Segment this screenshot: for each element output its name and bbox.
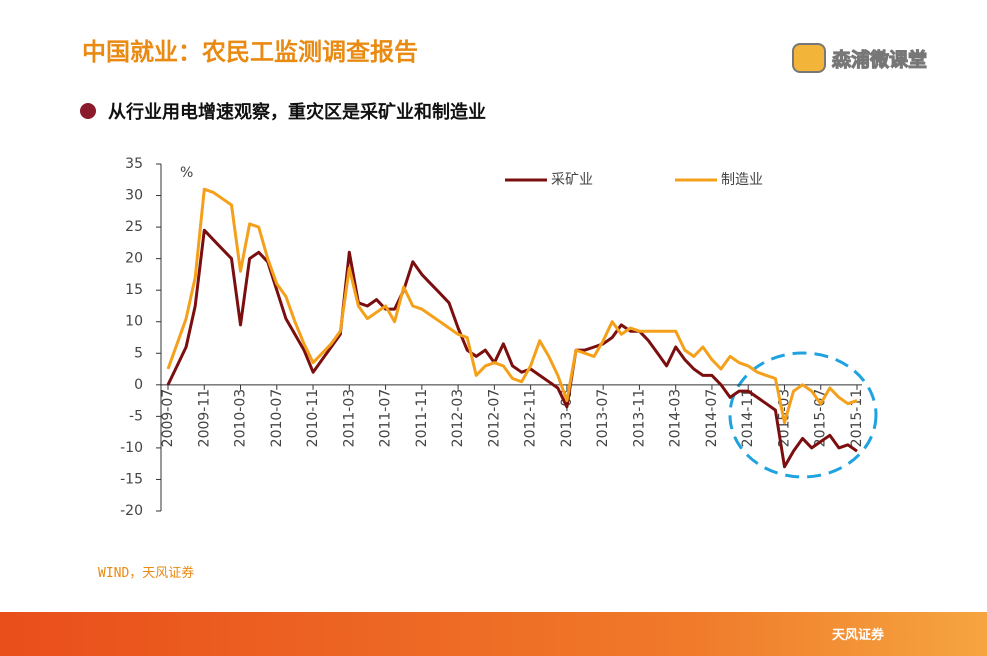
chart: -20 -15 -10 -5 0 5 10 15 20 25 30 35% 2009-07 2009-11… xyxy=(120,156,878,519)
x-tick-label: 2012-11 xyxy=(523,389,539,448)
highlight-ellipse xyxy=(728,351,878,479)
x-tick-label: 2015-11 xyxy=(849,389,865,448)
y-tick-label: -10 xyxy=(120,440,143,456)
logo: 森浦微课堂 xyxy=(792,43,928,73)
legend-label: 制造业 xyxy=(721,172,763,188)
y-tick-label: -20 xyxy=(120,503,143,519)
y-tick-label: 0 xyxy=(134,377,143,393)
y-tick-label: -5 xyxy=(129,408,143,424)
x-tick-label: 2014-07 xyxy=(704,389,720,448)
x-tick-label: 2013-03 xyxy=(559,389,575,448)
series-line xyxy=(166,228,858,469)
y-tick-label: 35 xyxy=(125,156,143,172)
y-unit: % xyxy=(180,165,193,181)
slide-title: 中国就业：农民工监测调查报告 xyxy=(82,37,418,66)
bullet-text: 从行业用电增速观察，重灾区是采矿业和制造业 xyxy=(108,102,486,123)
x-tick-label: 2012-03 xyxy=(450,389,466,448)
footer-brand: 天风证券 xyxy=(832,628,885,643)
x-tick-label: 2010-03 xyxy=(233,389,249,448)
x-tick-label: 2015-07 xyxy=(813,389,829,448)
x-tick-label: 2011-03 xyxy=(341,389,357,448)
x-tick-label: 2011-07 xyxy=(378,389,394,448)
x-tick-label: 2009-07 xyxy=(160,389,176,448)
x-tick-label: 2011-11 xyxy=(414,389,430,448)
bullet: 从行业用电增速观察，重灾区是采矿业和制造业 xyxy=(80,98,486,124)
x-tick-label: 2014-11 xyxy=(740,389,756,448)
series-line xyxy=(166,187,858,425)
source: WIND，天风证券 xyxy=(98,566,195,581)
y-tick-label: 30 xyxy=(125,188,143,204)
y-tick-label: 15 xyxy=(125,282,143,298)
x-tick-label: 2010-11 xyxy=(305,389,321,448)
y-tick-label: 20 xyxy=(125,251,143,267)
x-tick-label: 2013-11 xyxy=(631,389,647,448)
x-tick-label: 2009-11 xyxy=(196,389,212,448)
logo-text: 森浦微课堂 xyxy=(831,48,928,71)
footer-band xyxy=(0,612,987,656)
x-tick-label: 2012-07 xyxy=(486,389,502,448)
y-tick-label: 25 xyxy=(125,219,143,235)
legend-label: 采矿业 xyxy=(551,172,593,188)
y-tick-label: -15 xyxy=(120,471,143,487)
y-tick-label: 10 xyxy=(125,314,143,330)
x-tick-label: 2013-07 xyxy=(595,389,611,448)
x-tick-label: 2014-03 xyxy=(668,389,684,448)
y-tick-label: 5 xyxy=(134,345,143,361)
x-tick-label: 2010-07 xyxy=(269,389,285,448)
